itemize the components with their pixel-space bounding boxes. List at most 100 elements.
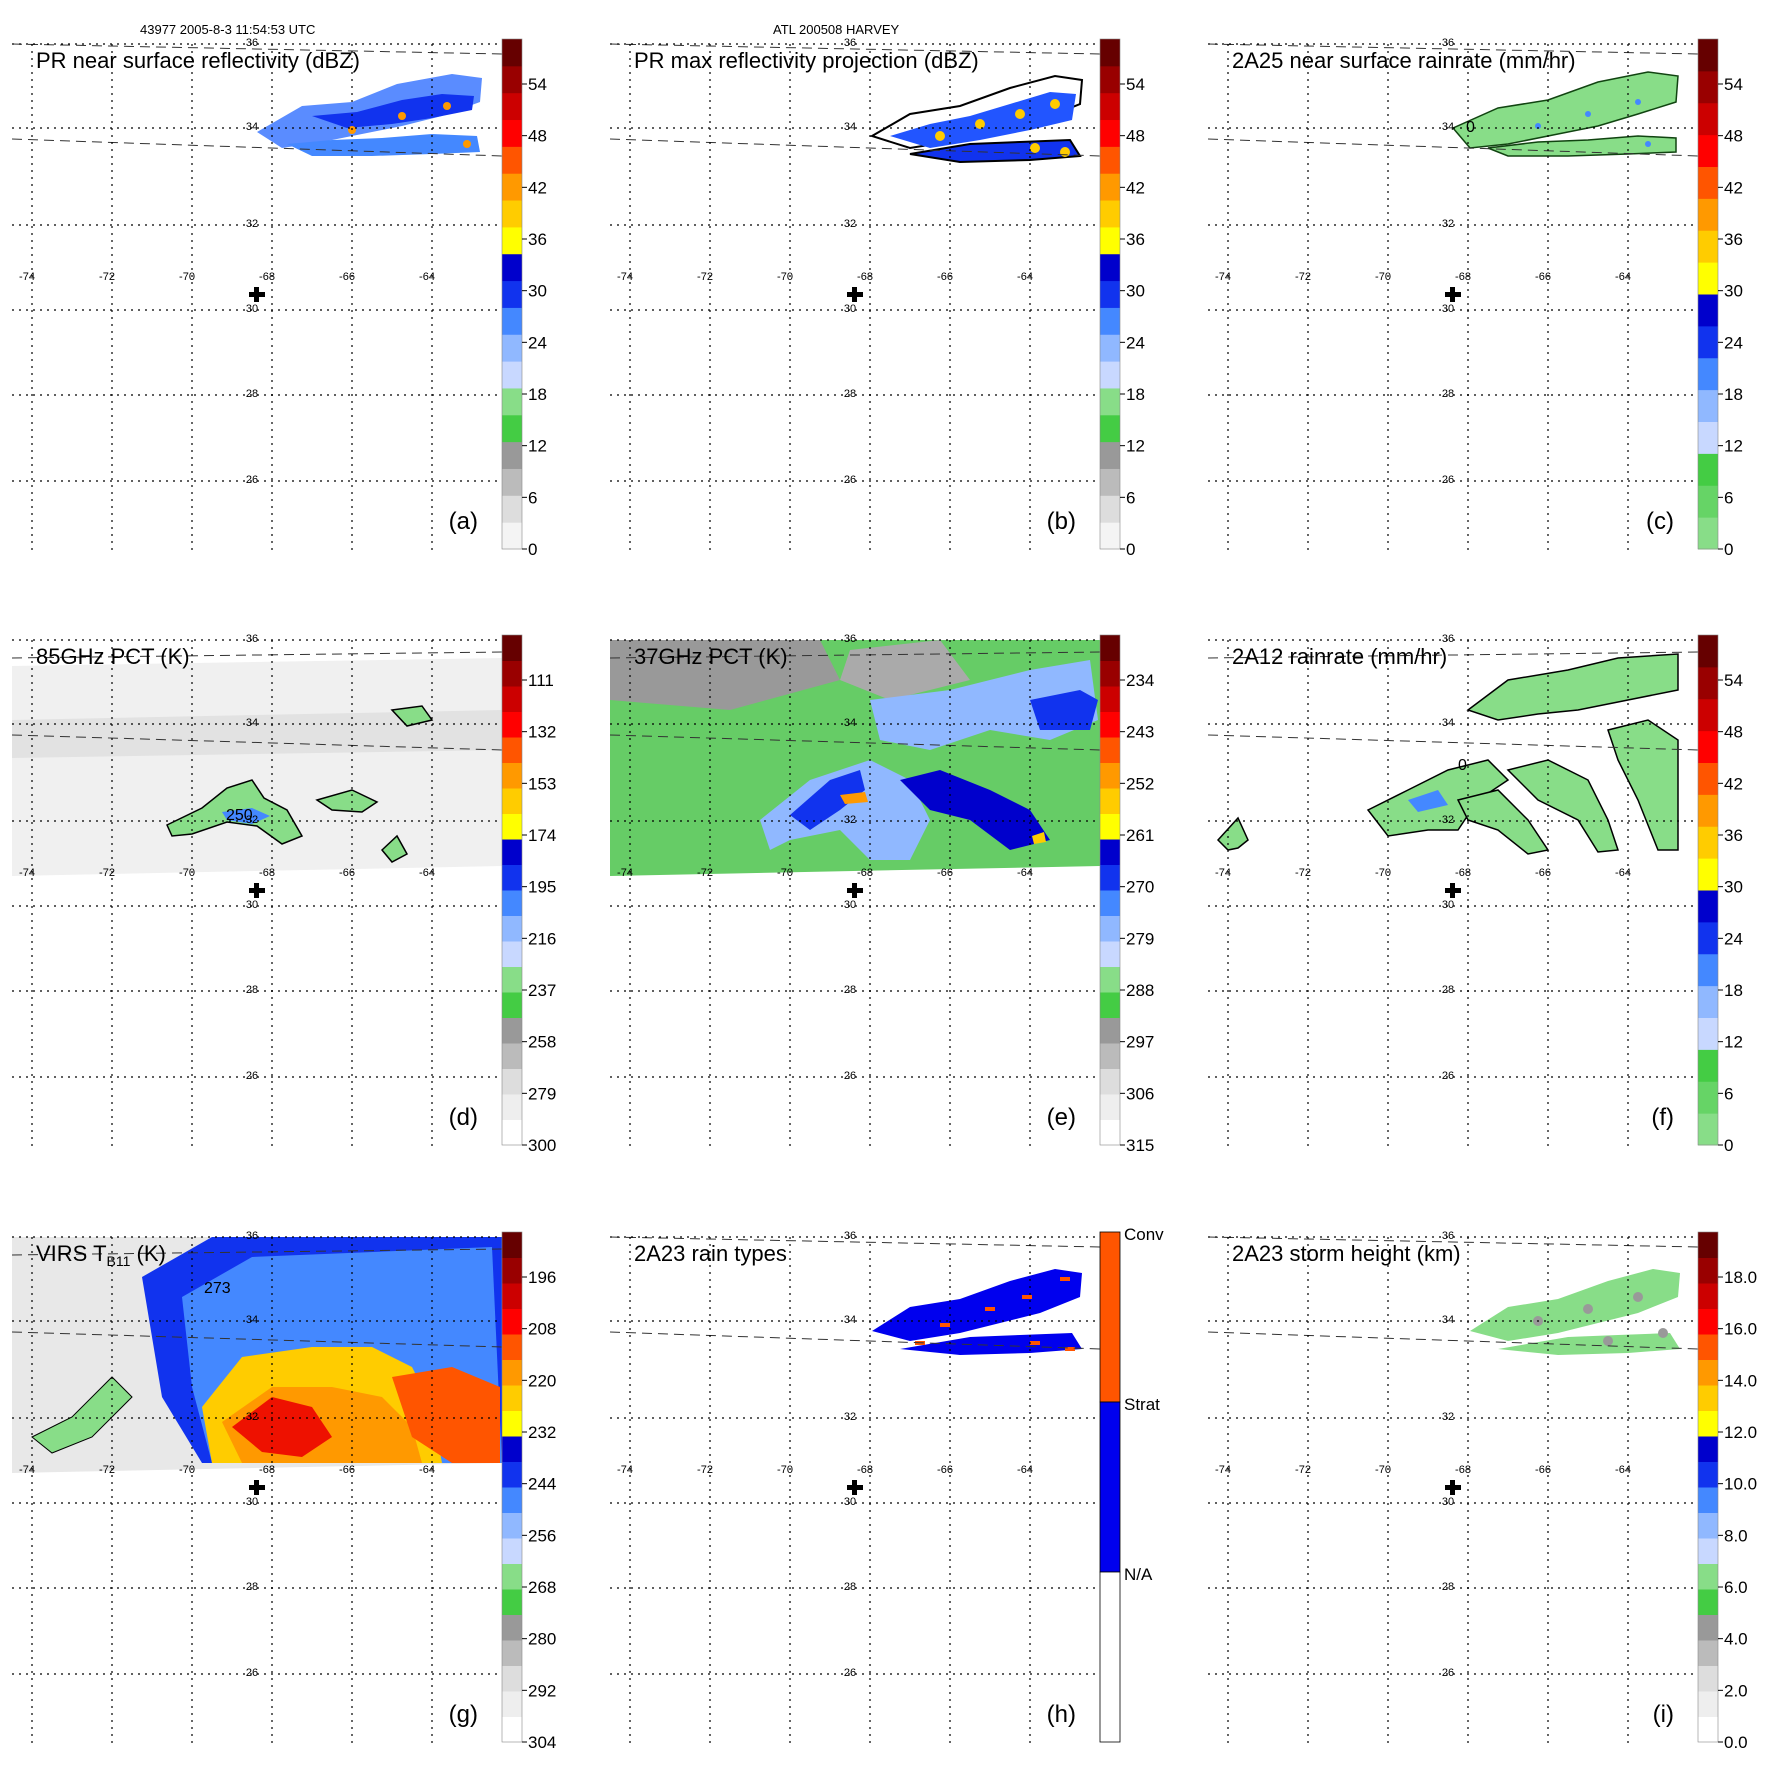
colorbar-swatch: [1100, 737, 1120, 763]
colorbar-tick-label: 24: [528, 333, 547, 352]
rain-cell: [443, 102, 451, 110]
colorbar-swatch: [502, 1017, 522, 1044]
colorbar-swatch: [1100, 1068, 1120, 1095]
strat-band: [900, 1333, 1082, 1355]
colorbar-swatch: [1698, 1113, 1718, 1146]
rain-core: [312, 94, 474, 128]
colorbar-swatch: [502, 1563, 522, 1590]
colorbar-swatch: [1100, 173, 1120, 201]
colorbar-tick-label: 24: [1724, 929, 1743, 948]
lon-tick-label: -70: [777, 867, 793, 879]
panel-letter-label: (d): [449, 1104, 478, 1131]
colorbar-tick-label: 6: [1126, 488, 1135, 507]
colorbar-swatch: [1100, 39, 1120, 67]
lon-tick-label: -66: [937, 271, 953, 283]
panel-c: -74 -72 -70 -68 -66 -64 36 34 32 30 28 26 0 2A25 near…: [1207, 37, 1743, 559]
lat-tick-label: 28: [1442, 388, 1454, 400]
colorbar-swatch: [502, 1665, 522, 1692]
lon-tick-label: -68: [1455, 1464, 1471, 1476]
lon-tick-label: -66: [1535, 867, 1551, 879]
colorbar-tick-label: 6: [528, 488, 537, 507]
colorbar-tick-label: 304: [528, 1733, 556, 1752]
lat-tick-label: 28: [844, 984, 856, 996]
colorbar-tick-label: 12: [528, 437, 547, 456]
rain-band: [1487, 135, 1677, 157]
ir-coldest: [232, 1397, 332, 1457]
colorbar-tick-label: 30: [1724, 282, 1743, 301]
colorbar-swatch: [1099, 1401, 1121, 1573]
lat-tick-label: 26: [246, 1667, 258, 1679]
colorbar-swatch: [502, 1119, 522, 1146]
colorbar-tick-label: 36: [1724, 230, 1743, 249]
contour-label: 273: [204, 1280, 231, 1297]
colorbar-d: 111 132 153 174 195 216 237 258 279 300: [501, 634, 556, 1155]
lon-tick-label: -70: [179, 867, 195, 879]
colorbar-swatch: [502, 1589, 522, 1615]
rain-patch: [1216, 816, 1249, 851]
tb-band: [12, 710, 502, 758]
colorbar-tick-label: 42: [1724, 178, 1743, 197]
colorbar-swatch: [1100, 635, 1120, 661]
echo-cell: [1050, 99, 1060, 109]
colorbar-swatch: [1100, 495, 1120, 523]
swath-edge: [609, 651, 1101, 659]
lat-tick-label: 36: [1442, 37, 1454, 49]
lon-tick-label: -74: [617, 1464, 633, 1476]
colorbar-swatch: [502, 65, 522, 94]
lat-tick-label: 28: [844, 388, 856, 400]
colorbar-tick-label: 12: [1724, 1033, 1743, 1052]
lon-tick-label: -74: [19, 271, 35, 283]
storm-center-cross-icon: [249, 883, 265, 898]
header-orbit-time: 43977 2005-8-3 11:54:53 UTC: [140, 22, 316, 37]
lat-tick-label: 30: [246, 899, 258, 911]
lon-tick-label: -74: [617, 867, 633, 879]
colorbar-tick-label: 297: [1126, 1033, 1154, 1052]
lon-tick-label: -64: [419, 271, 435, 283]
colorbar-swatch: [1099, 1231, 1121, 1403]
colorbar-b: 54 48 42 36 30 24 18 12 6 0: [1099, 38, 1145, 559]
lon-tick-label: -64: [1615, 271, 1631, 283]
lat-tick-label: 32: [1442, 1411, 1454, 1423]
colorbar-swatch: [1100, 1094, 1120, 1120]
colorbar-swatch: [1698, 262, 1718, 295]
colorbar-tick-label: 0: [1724, 540, 1733, 559]
storm-center-cross-icon: [847, 287, 863, 302]
colorbar-swatch: [1100, 890, 1120, 916]
lat-tick-label: 32: [246, 218, 258, 230]
colorbar-tick-label: 54: [528, 75, 547, 94]
colorbar-tick-label: 12: [1126, 437, 1145, 456]
colorbar-swatch: [502, 387, 522, 416]
lat-tick-label: 32: [1442, 218, 1454, 230]
colorbar-tick-label: Conv: [1124, 1225, 1164, 1244]
colorbar-tick-label: 237: [528, 981, 556, 1000]
lat-tick-label: 26: [844, 474, 856, 486]
colorbar-tick-label: 315: [1126, 1136, 1154, 1155]
lon-tick-label: -72: [697, 867, 713, 879]
lat-tick-label: 30: [844, 303, 856, 315]
colorbar-tick-label: 42: [1724, 774, 1743, 793]
height-cell: [1633, 1292, 1643, 1302]
colorbar-swatch: [1100, 1119, 1120, 1146]
colorbar-swatch: [502, 992, 522, 1018]
height-cell: [1658, 1328, 1668, 1338]
panel-title: 2A23 storm height (km): [1232, 1241, 1461, 1266]
colorbar-swatch: [1100, 119, 1120, 147]
colorbar-swatch: [1698, 826, 1718, 859]
colorbar-swatch: [1698, 134, 1718, 167]
colorbar-tick-label: 306: [1126, 1084, 1154, 1103]
panel-letter-label: (a): [449, 508, 478, 535]
lat-tick-label: 34: [844, 717, 856, 729]
colorbar-tick-label: 30: [1724, 878, 1743, 897]
ice-scatter: [390, 705, 434, 727]
swath-edge: [1207, 43, 1699, 55]
colorbar-swatch: [502, 522, 522, 550]
colorbar-tick-label: 24: [1724, 333, 1743, 352]
lat-tick-label: 36: [844, 1230, 856, 1242]
lon-tick-label: -68: [857, 271, 873, 283]
colorbar-swatch: [502, 1385, 522, 1411]
storm-center-cross-icon: [847, 883, 863, 898]
colorbar-tick-label: 279: [1126, 929, 1154, 948]
colorbar-tick-label: 18: [1724, 385, 1743, 404]
panel-h: -74 -72 -70 -68 -66 -64 36 34 32 30 28 26 2A23 rain …: [609, 1225, 1164, 1747]
colorbar-swatch: [1698, 1359, 1718, 1386]
